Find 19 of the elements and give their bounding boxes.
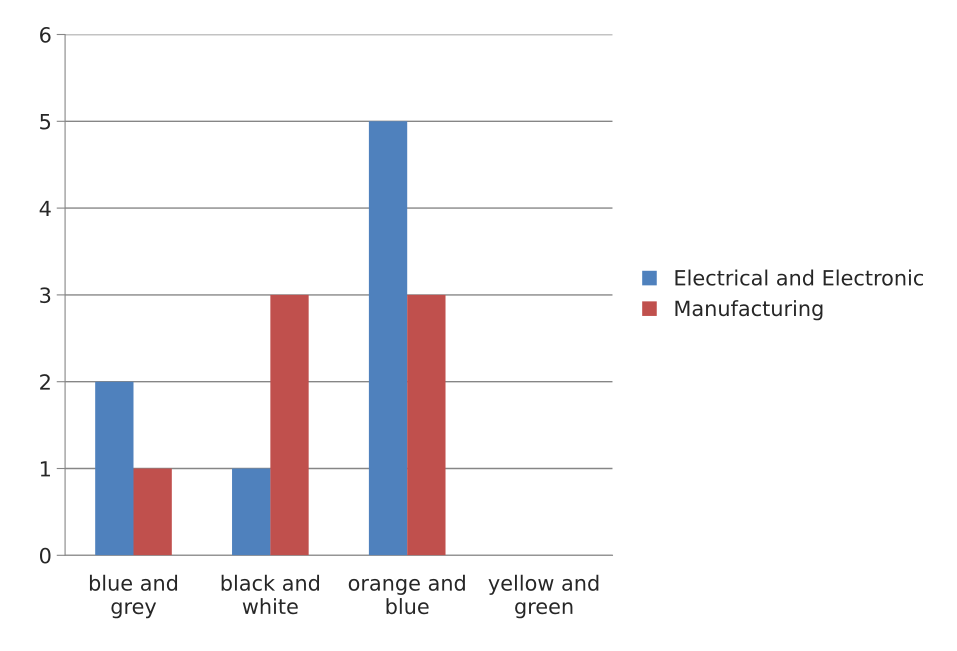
x-tick-label: blue and grey — [90, 574, 178, 618]
x-tick-label: yellow and green — [488, 574, 598, 618]
x-tick-label: orange and blue — [348, 574, 465, 614]
legend-label: Manufacturing — [675, 300, 822, 320]
bar — [407, 294, 446, 556]
legend-label: Electrical and Electronic — [675, 270, 924, 286]
y-tick-label: 3 — [40, 287, 50, 304]
y-tick-label: 1 — [40, 461, 50, 476]
y-tick-label: 4 — [40, 200, 51, 216]
x-tick-label: black and white — [222, 574, 320, 614]
y-tick-label: 5 — [40, 114, 50, 130]
bar — [95, 382, 134, 556]
y-tick-label: 6 — [40, 26, 51, 43]
y-tick-label: 2 — [40, 374, 50, 390]
bar — [134, 468, 172, 556]
bar — [232, 468, 270, 556]
bar — [270, 294, 309, 556]
bar — [368, 121, 408, 556]
y-tick-label: 0 — [40, 548, 50, 564]
